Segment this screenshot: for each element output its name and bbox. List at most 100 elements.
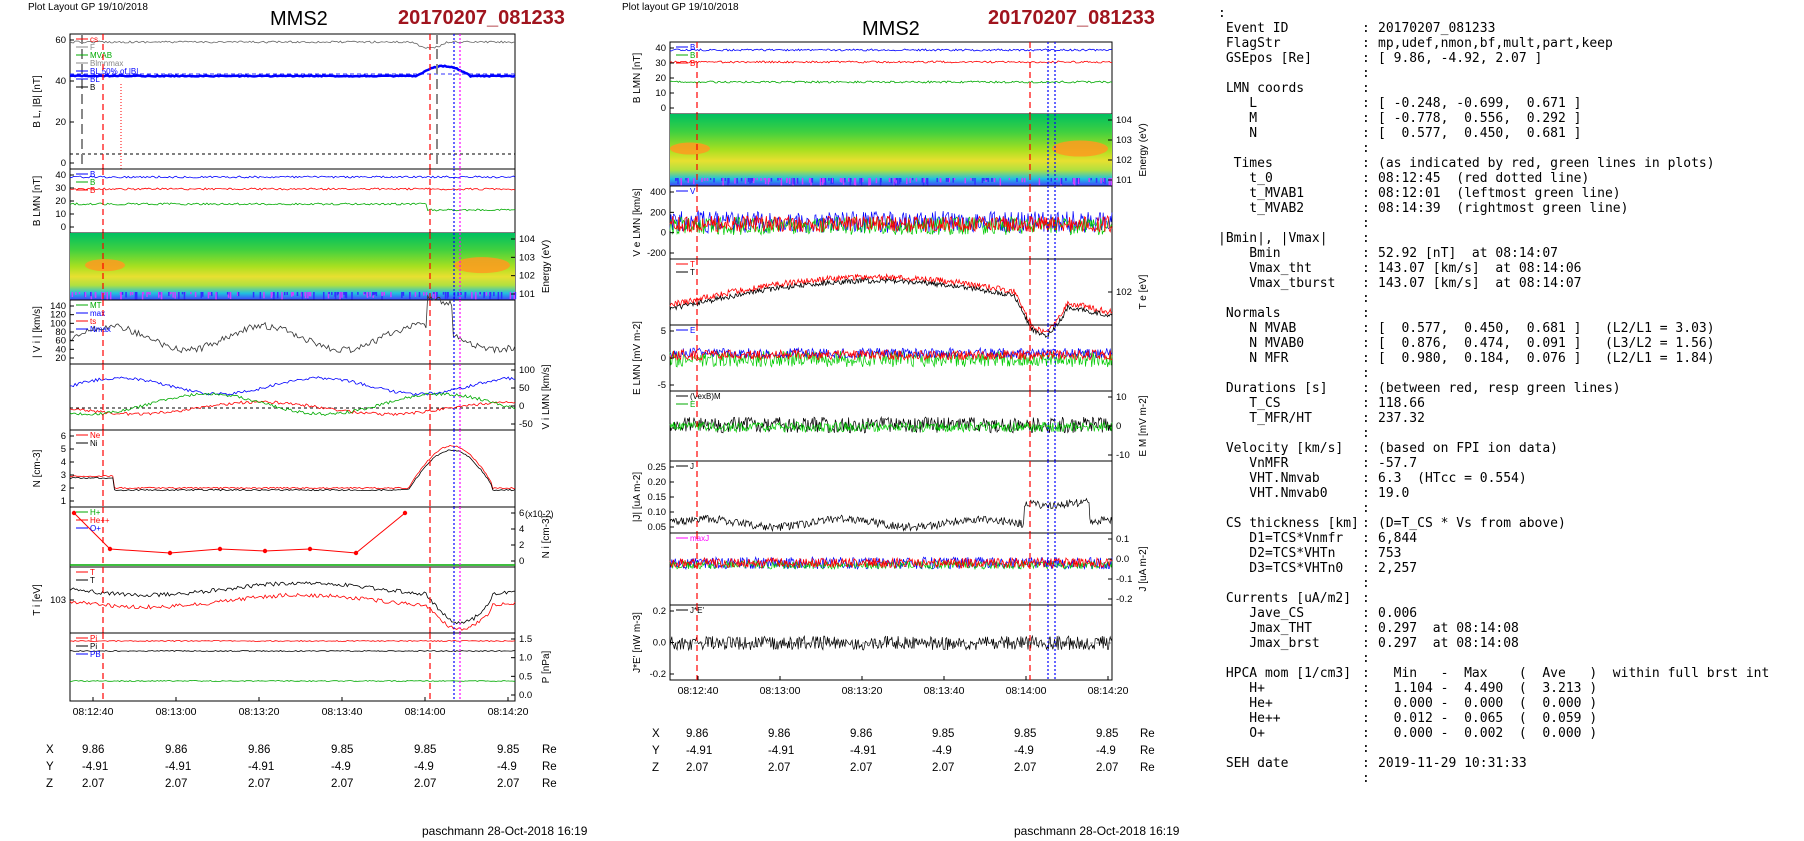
time-tick-label: 08:12:40	[678, 685, 719, 697]
spectrogram-pixel	[945, 178, 948, 182]
panel-6: 0 2 4 6 N i [cm-3](x10-2) H+He++O+	[69, 506, 554, 568]
spectrogram-pixel	[786, 178, 788, 183]
info-colon: :	[1362, 426, 1370, 441]
spectrogram-pixel	[229, 292, 232, 300]
spectrogram-pixel	[344, 292, 347, 298]
spectrogram-pixel	[974, 178, 976, 185]
info-key: Jave_CS	[1218, 606, 1305, 621]
spectrogram-pixel	[414, 292, 417, 297]
info-key: LMN coords	[1218, 81, 1305, 96]
info-row: :	[1218, 216, 1798, 231]
info-row: N MFR: [ 0.980, 0.184, 0.076 ] (L2/L1 = 1…	[1218, 351, 1798, 366]
spectrogram-pixel	[767, 178, 770, 185]
spectrogram-pixel	[831, 178, 833, 183]
spectrogram	[70, 233, 515, 300]
info-row: :	[1218, 66, 1798, 81]
spectrogram-pixel	[906, 178, 908, 185]
info-row: Durations [s]: (between red, resp green l…	[1218, 381, 1798, 396]
spectrogram-pixel	[1016, 178, 1018, 182]
tick-label: 20	[55, 196, 66, 207]
info-row: Times: (as indicated by red, green lines …	[1218, 156, 1798, 171]
info-key: VHT.Nmvab0	[1218, 486, 1328, 501]
info-key: T_CS	[1218, 396, 1281, 411]
position-value: -4.91	[82, 761, 109, 773]
event-info-panel: : Event ID:20170207_081233 FlagStr: mp,ud…	[1218, 6, 1798, 836]
position-value: 9.86	[82, 744, 105, 756]
tick-label: 40	[55, 170, 66, 181]
info-colon: :	[1362, 456, 1370, 471]
info-row: Velocity [km/s]: (based on FPI ion data)	[1218, 441, 1798, 456]
legend-label: B	[90, 186, 95, 195]
info-key: t_MVAB1	[1218, 186, 1305, 201]
spectrogram-pixel	[433, 292, 435, 295]
panel-frame	[69, 506, 516, 568]
info-colon: :	[1362, 66, 1370, 81]
left-plot-footer: paschmann 28-Oct-2018 16:19	[422, 824, 588, 838]
spectrogram-pixel	[75, 292, 77, 295]
info-colon: :	[1362, 351, 1370, 366]
series-line	[69, 392, 516, 416]
spectrogram-pixel	[948, 178, 951, 183]
tick-label: 0.0	[519, 690, 532, 701]
info-key: He+	[1218, 696, 1273, 711]
spectrogram-pixel	[168, 292, 170, 297]
info-val: 08:12:01 (leftmost green line)	[1378, 186, 1621, 201]
spectrogram-pixel	[339, 292, 341, 300]
tick-label: 140	[50, 301, 66, 312]
legend-label: B	[90, 178, 95, 187]
time-tick-label: 08:13:00	[156, 706, 197, 718]
info-colon: :	[1362, 381, 1370, 396]
spectrogram-pixel	[158, 292, 161, 295]
info-key: VHT.Nmvab	[1218, 471, 1320, 486]
panel-frame	[69, 566, 516, 634]
spectrogram-pixel	[1104, 178, 1106, 185]
spectrogram-pixel	[926, 178, 928, 185]
spectrogram-pixel	[749, 178, 751, 184]
spectrogram-pixel	[747, 178, 750, 182]
info-colon: :	[1362, 171, 1370, 186]
spectrogram-pixel	[879, 178, 882, 186]
spectrogram-pixel	[290, 292, 293, 297]
tick-label: 4	[61, 457, 66, 468]
position-value: -4.91	[165, 761, 192, 773]
spectrogram-pixel	[366, 292, 368, 297]
info-row: HPCA mom [1/cm3]: Min - Max ( Ave ) with…	[1218, 666, 1798, 681]
time-tick-label: 08:13:40	[924, 685, 965, 697]
info-colon: :	[1362, 531, 1370, 546]
info-colon: :	[1362, 51, 1370, 66]
series-line	[669, 60, 1112, 64]
tick-label: 0	[661, 228, 666, 239]
info-row: t_MVAB1:08:12:01 (leftmost green line)	[1218, 186, 1798, 201]
info-val: [ -0.778, 0.556, 0.292 ]	[1378, 111, 1582, 126]
spectrogram-pixel	[921, 178, 924, 183]
panel-right-label: J [uA m-2]	[1138, 546, 1149, 591]
legend-label: BL 50% of |B|	[90, 67, 138, 76]
spectrogram	[670, 114, 1112, 186]
info-key: CS thickness [km]	[1218, 516, 1359, 531]
data-point	[262, 548, 268, 554]
tick-label: 60	[55, 336, 66, 347]
info-row: SEH date:2019-11-29 10:31:33	[1218, 756, 1798, 771]
tick-label: 6	[61, 431, 66, 442]
info-val: [ 0.577, 0.450, 0.681 ]	[1378, 126, 1582, 141]
series-line	[69, 650, 516, 652]
info-row: Normals:	[1218, 306, 1798, 321]
spectrogram-pixel	[331, 292, 333, 296]
right-position-table: X 9.86 9.86 9.86 9.85 9.85 9.85 Re Y -4.91 -4.91 -4…	[620, 728, 1220, 788]
tick-label: 0.2	[653, 606, 666, 617]
tick-label: 20	[55, 353, 66, 364]
info-val: 20170207_081233	[1378, 21, 1496, 36]
info-colon: :	[1362, 156, 1370, 171]
spectrogram-pixel	[796, 178, 799, 184]
spectrogram-pixel	[899, 178, 902, 183]
info-row: t_0:08:12:45 (red dotted line)	[1218, 171, 1798, 186]
spectrogram-pixel	[991, 178, 993, 182]
spectrogram-pixel	[94, 292, 97, 298]
spectrogram-pixel	[824, 178, 827, 186]
info-val: 0.012 - 0.065 ( 0.059 )	[1378, 711, 1598, 726]
spectrogram-pixel	[464, 292, 467, 296]
spectrogram-pixel	[786, 178, 789, 181]
legend-label: cs	[90, 35, 98, 44]
spectrogram-pixel	[135, 292, 138, 300]
